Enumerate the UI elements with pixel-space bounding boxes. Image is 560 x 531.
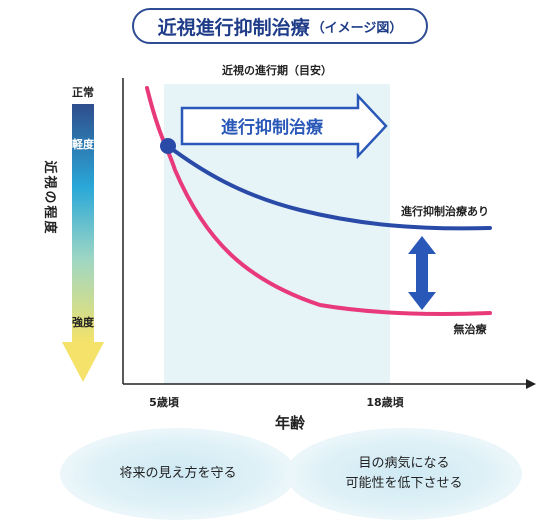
treated-curve: [166, 144, 492, 231]
treatment-start-point: [160, 138, 176, 154]
x-tick-end: 18歳頃: [366, 395, 404, 409]
y-axis-label: 近視の程度: [42, 160, 58, 235]
benefit-vision-text: 将来の見え方を守る: [119, 466, 237, 481]
treatment-arrow-label: 進行抑制治療: [221, 117, 324, 138]
severity-normal-label: 正常: [72, 85, 94, 99]
benefit-disease-line-2: 可能性を低下させる: [345, 476, 463, 491]
x-tick-start: 5歳頃: [149, 395, 180, 409]
progression-period-label: 近視の進行期（目安）: [222, 63, 332, 77]
title-banner: 近視進行抑制治療 （イメージ図）: [132, 8, 428, 44]
untreated-curve-label: 無治療: [454, 322, 488, 336]
title-sub: （イメージ図）: [311, 20, 403, 36]
severity-strong-label: 強度: [72, 315, 95, 329]
benefit-bubble-disease: 目の病気になる 可能性を低下させる: [286, 428, 522, 520]
treated-curve-label: 進行抑制治療あり: [401, 204, 489, 218]
x-axis-label: 年齢: [275, 414, 306, 432]
benefit-bubble-vision: 将来の見え方を守る: [60, 428, 296, 520]
severity-arrow-head: [62, 342, 104, 382]
difference-double-arrow: [408, 236, 436, 310]
title-main: 近視進行抑制治療: [157, 16, 310, 39]
severity-gradient-bar: [72, 104, 94, 342]
treatment-period-arrow: [180, 92, 388, 160]
severity-mild-label: 軽度: [72, 137, 95, 151]
benefit-disease-line-1: 目の病気になる: [358, 456, 450, 471]
x-axis-arrowhead: [526, 379, 536, 389]
